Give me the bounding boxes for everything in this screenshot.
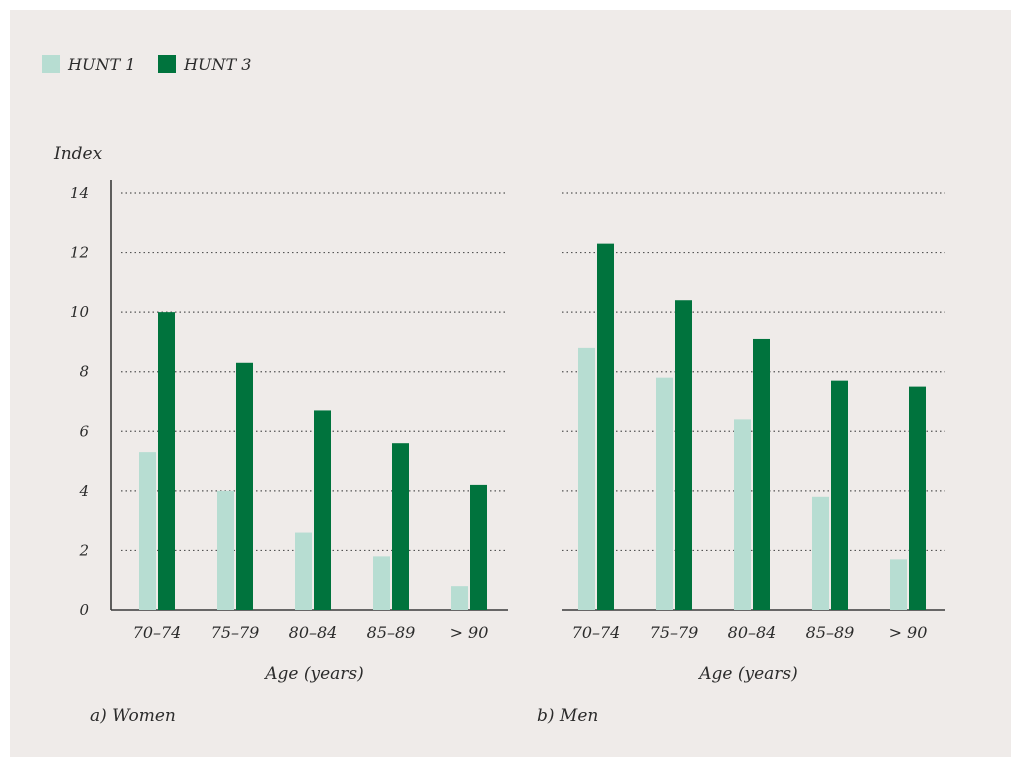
y-tick-label: 10 [70,303,90,321]
panel-caption: b) Men [537,706,598,726]
bar-hunt3 [753,338,770,610]
y-tick-label: 4 [78,482,89,500]
y-tick-label: 8 [79,363,89,381]
x-axis-title: Age (years) [263,664,364,684]
bar-hunt3 [597,243,614,610]
y-axis-title: Index [53,144,103,164]
y-tick-label: 14 [70,184,89,202]
legend-label-hunt1: HUNT 1 [67,55,135,74]
x-tick-label: 85–89 [806,623,855,642]
bar-hunt1 [295,532,312,610]
x-tick-label: 80–84 [728,623,777,642]
y-tick-label: 12 [70,244,89,262]
legend-swatch-hunt1 [42,55,60,73]
bar-hunt1 [890,559,907,610]
bar-hunt1 [812,496,829,610]
x-tick-label: 75–79 [650,623,699,642]
y-tick-label: 2 [78,541,89,559]
bar-hunt1 [373,556,390,610]
x-tick-label: 85–89 [367,623,416,642]
bar-hunt3 [236,362,253,610]
legend-label-hunt3: HUNT 3 [183,55,251,74]
bar-hunt3 [675,300,692,610]
legend-swatch-hunt3 [158,55,176,73]
x-tick-label: 80–84 [289,623,338,642]
bar-hunt1 [656,377,673,610]
panel-caption: a) Women [90,706,176,726]
bar-hunt3 [392,443,409,610]
bar-hunt3 [909,386,926,610]
x-axis-title: Age (years) [697,664,798,684]
legend: HUNT 1 HUNT 3 [42,55,251,74]
bar-hunt3 [831,380,848,610]
x-tick-label: > 90 [889,623,928,642]
bar-hunt3 [314,410,331,610]
bar-hunt1 [451,586,468,610]
x-tick-label: 75–79 [211,623,260,642]
bar-hunt3 [158,312,175,610]
y-tick-label: 6 [79,422,89,440]
bar-hunt1 [578,347,595,610]
bar-hunt1 [734,419,751,610]
x-tick-label: 70–74 [572,623,621,642]
y-tick-label: 0 [79,601,89,619]
x-tick-label: > 90 [450,623,489,642]
bar-hunt1 [217,490,234,610]
x-tick-label: 70–74 [133,623,182,642]
bar-hunt1 [139,452,156,610]
plot-area: 0 2 4 6 8 10 12 14 70–74 75–79 80–84 85–89 > 90 Age (… [70,180,945,726]
bar-hunt3 [470,484,487,610]
